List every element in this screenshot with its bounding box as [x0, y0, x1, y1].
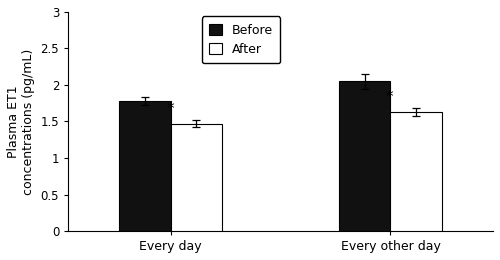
- Text: *: *: [386, 90, 394, 105]
- Text: *: *: [166, 102, 174, 117]
- Bar: [170, 124, 222, 231]
- Bar: [390, 112, 442, 231]
- Y-axis label: Plasma ET1
concentrations (pg/mL): Plasma ET1 concentrations (pg/mL): [7, 48, 35, 195]
- Bar: [120, 101, 170, 231]
- Bar: [339, 81, 390, 231]
- Legend: Before, After: Before, After: [202, 16, 280, 63]
